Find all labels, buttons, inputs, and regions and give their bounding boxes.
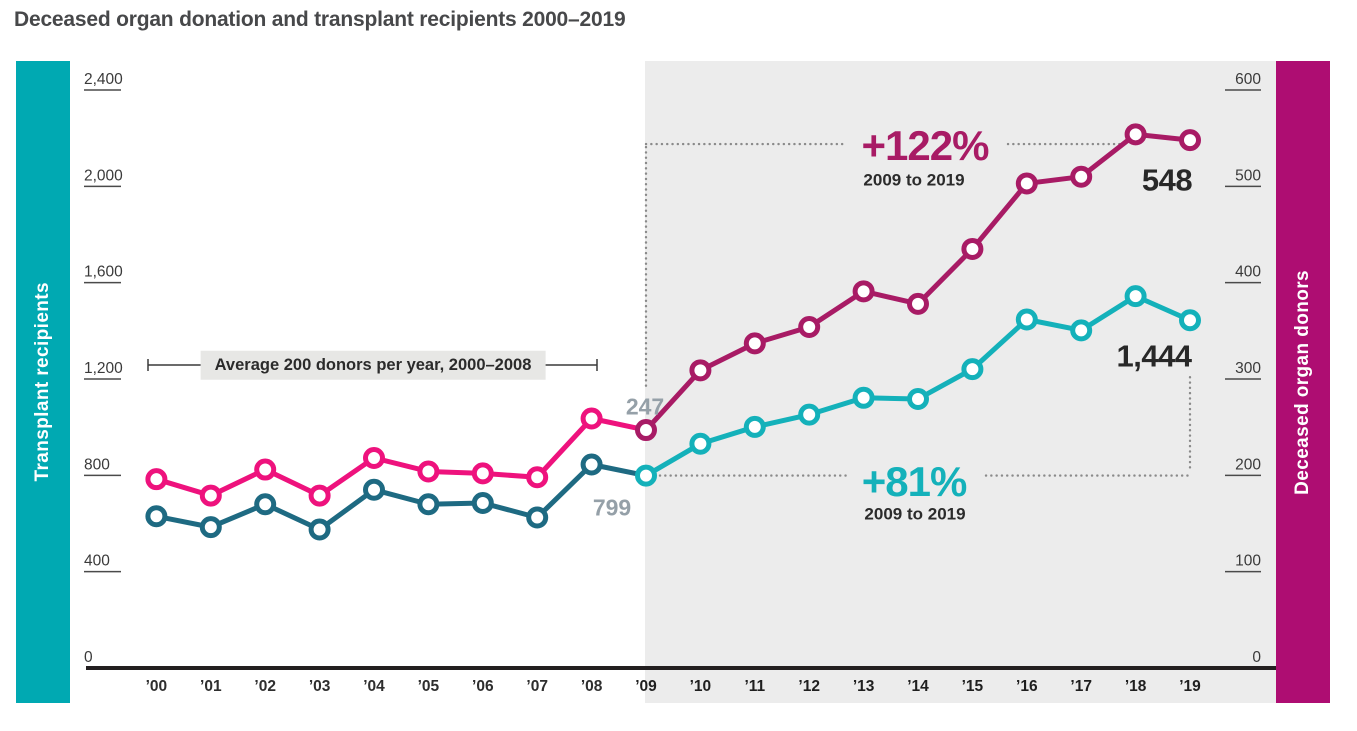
recipients-point-2006	[471, 492, 494, 515]
right-axis-tick-label: 100	[1235, 553, 1261, 570]
right-axis-tick-label: 400	[1235, 264, 1261, 281]
recipients-line-2009-2019	[643, 293, 1193, 479]
x-axis-year-label: ’11	[744, 678, 765, 695]
donors-change-period-label: 2009 to 2019	[863, 170, 965, 190]
average-donors-annotation: Average 200 donors per year, 2000–2008	[200, 350, 546, 380]
donors-point-2003	[308, 484, 331, 507]
recipients-change-period-label: 2009 to 2019	[864, 504, 966, 524]
x-axis-year-label: ’01	[200, 678, 222, 695]
donors-point-2018	[1124, 123, 1147, 146]
x-axis-year-label: ’18	[1125, 678, 1147, 695]
x-axis-year-label: ’10	[690, 678, 712, 695]
left-axis-tick-label: 800	[84, 456, 110, 473]
donors-point-2015	[961, 237, 984, 260]
donors-point-2016	[1015, 172, 1038, 195]
donors-point-2000	[145, 468, 168, 491]
donors-point-2013	[852, 280, 875, 303]
donors-point-2009	[635, 419, 657, 442]
left-axis-tick-label: 2,400	[84, 71, 123, 88]
recipients-point-2002	[254, 493, 277, 516]
right-axis-band: Deceased organ donors	[1276, 61, 1330, 703]
chart-title: Deceased organ donation and transplant r…	[14, 8, 626, 31]
recipients-point-2004	[363, 478, 385, 501]
left-axis-tick-label: 2,000	[84, 167, 123, 184]
x-axis-year-label: ’13	[853, 678, 875, 695]
recipients-point-2018	[1124, 285, 1147, 308]
recipients-point-2011	[743, 415, 766, 438]
x-axis-year-label: ’15	[962, 678, 984, 695]
donors-point-2012	[798, 315, 821, 338]
donors-percent-change-label: +122%	[861, 122, 990, 169]
recipients-point-2007	[526, 506, 549, 529]
recipients-point-2013	[852, 386, 875, 409]
donors-point-2017	[1070, 165, 1093, 188]
x-axis-year-label: ’14	[907, 678, 929, 695]
recipients-2009-value-label: 799	[592, 494, 632, 521]
right-axis-tick-label: 300	[1235, 360, 1261, 377]
recipients-point-2014	[907, 387, 929, 410]
recipients-point-2009	[635, 464, 657, 487]
left-axis-tick-label: 400	[84, 553, 110, 570]
donors-point-2002	[254, 458, 277, 481]
recipients-2019-value-label: 1,444	[1116, 338, 1192, 374]
donors-point-2004	[363, 446, 385, 469]
x-axis-year-label: ’03	[309, 678, 331, 695]
recipients-point-2003	[308, 518, 331, 541]
donors-point-2006	[471, 462, 494, 485]
donors-point-2005	[417, 460, 440, 483]
left-axis-band: Transplant recipients	[16, 61, 70, 703]
recipients-point-2000	[145, 505, 168, 528]
right-axis-tick-label: 500	[1235, 167, 1261, 184]
donors-2009-value-label: 247	[625, 393, 665, 420]
x-axis-year-label: ’04	[363, 678, 385, 695]
highlight-region-2009-2019	[645, 61, 1276, 703]
left-axis-tick-label: 0	[84, 649, 93, 666]
x-axis-year-label: ’06	[472, 678, 494, 695]
x-axis-year-label: ’02	[254, 678, 276, 695]
donors-point-2011	[743, 332, 766, 355]
right-axis-tick-label: 600	[1235, 71, 1261, 88]
x-axis-year-label: ’07	[526, 678, 548, 695]
donors-point-2008	[580, 407, 603, 430]
donors-point-2014	[907, 292, 929, 315]
x-axis-year-label: ’00	[146, 678, 168, 695]
right-axis-tick-label: 0	[1252, 649, 1261, 666]
recipients-point-2012	[798, 403, 821, 426]
recipients-point-2017	[1070, 319, 1093, 342]
donors-point-2019	[1179, 129, 1201, 152]
right-axis-tick-label: 200	[1235, 456, 1261, 473]
recipients-point-2015	[961, 358, 984, 381]
donors-2019-value-label: 548	[1141, 162, 1193, 198]
left-axis-tick-label: 1,600	[84, 264, 123, 281]
recipients-point-2016	[1015, 308, 1038, 331]
donors-point-2007	[526, 466, 549, 489]
donors-line-2000-2008	[153, 415, 649, 499]
recipients-point-2019	[1179, 309, 1201, 332]
recipients-point-2001	[199, 516, 222, 539]
x-axis-year-label: ’09	[635, 678, 657, 695]
x-axis-year-label: ’19	[1179, 678, 1201, 695]
x-axis-year-label: ’16	[1016, 678, 1038, 695]
x-axis-year-label: ’05	[418, 678, 440, 695]
recipients-point-2008	[580, 453, 603, 476]
recipients-percent-change-label: +81%	[861, 458, 968, 505]
recipients-line-2000-2008	[153, 461, 649, 533]
x-axis-year-label: ’17	[1070, 678, 1092, 695]
recipients-point-2010	[689, 432, 712, 455]
x-axis-year-label: ’12	[798, 678, 820, 695]
left-axis-tick-label: 1,200	[84, 360, 123, 377]
donors-point-2010	[689, 359, 712, 382]
donors-point-2001	[199, 484, 222, 507]
recipients-point-2005	[417, 493, 440, 516]
x-axis-year-label: ’08	[581, 678, 603, 695]
